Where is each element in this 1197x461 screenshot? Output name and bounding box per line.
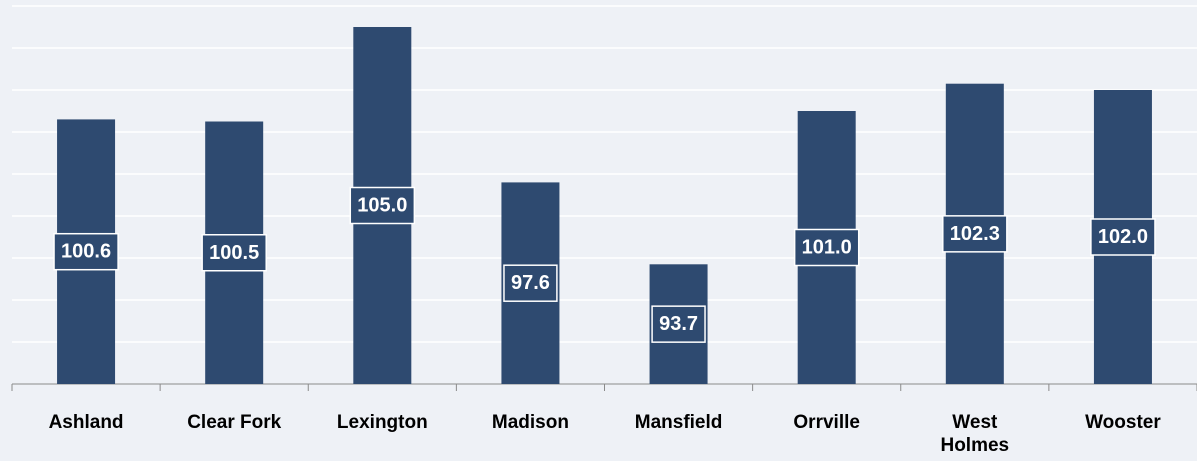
value-label-box bbox=[349, 186, 416, 225]
value-label: 93.7 bbox=[659, 313, 698, 335]
x-tick-label: Orrville bbox=[793, 412, 860, 433]
x-tick-label: West Holmes bbox=[940, 412, 1010, 456]
x-tick-label: Lexington bbox=[336, 412, 428, 433]
value-label: 101.0 bbox=[802, 237, 852, 259]
x-tick-label: Madison bbox=[491, 412, 569, 433]
value-label: 105.0 bbox=[357, 195, 407, 217]
value-label: 102.3 bbox=[950, 223, 1000, 245]
x-tick-label: Mansfield bbox=[634, 412, 723, 433]
value-label-box bbox=[942, 215, 1008, 253]
value-label-box bbox=[53, 232, 119, 271]
value-label: 102.0 bbox=[1098, 226, 1148, 248]
value-label-box bbox=[503, 264, 558, 302]
x-tick-label: Ashland bbox=[48, 412, 124, 433]
x-tick-label: Clear Fork bbox=[187, 412, 282, 433]
value-label-box bbox=[651, 305, 706, 343]
value-label-box bbox=[793, 228, 860, 267]
value-label: 97.6 bbox=[511, 272, 550, 294]
value-label-box bbox=[1090, 218, 1156, 256]
value-label: 100.5 bbox=[209, 242, 259, 264]
x-tick-label: Wooster bbox=[1085, 412, 1161, 433]
value-label: 100.6 bbox=[61, 241, 111, 263]
value-label-box bbox=[201, 234, 267, 272]
